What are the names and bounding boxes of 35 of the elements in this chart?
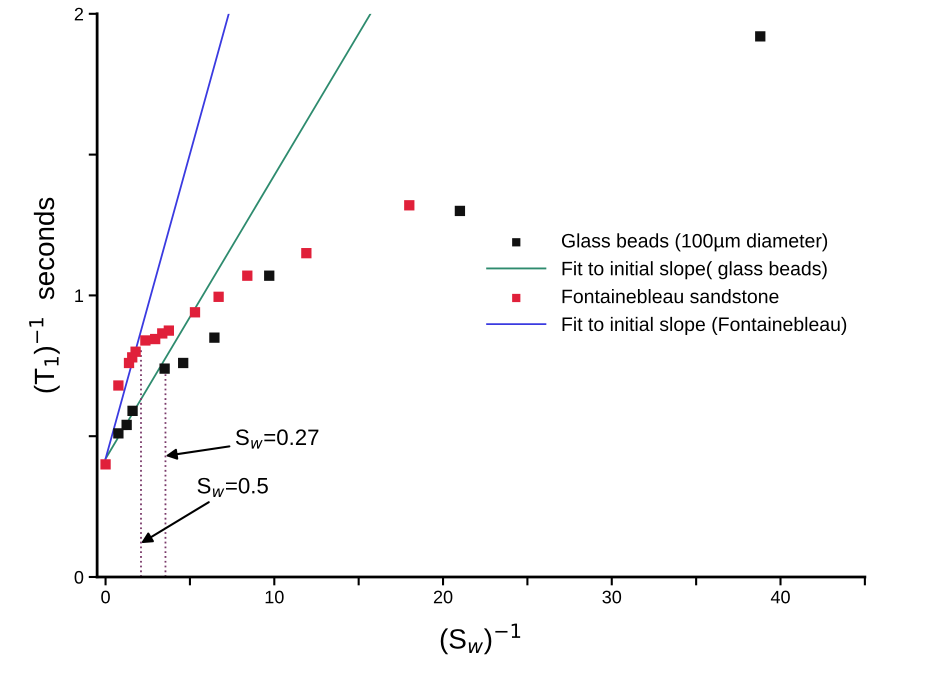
point: [100, 459, 111, 470]
point: [264, 270, 274, 281]
point: [178, 358, 188, 368]
point: [404, 200, 414, 210]
x-axis-title: (S$_{w}$)$^{−1}$: [440, 624, 520, 654]
point: [190, 307, 200, 318]
legend-label: Fontainebleau sandstone: [562, 289, 778, 304]
y-tick-label: 1: [75, 290, 84, 302]
point: [130, 346, 141, 357]
point: [209, 332, 220, 343]
legend-label: Fit to initial slope (Fontainebleau): [562, 316, 846, 335]
y-axis-title: (T$_{1}$)$^{−1}$ seconds: [29, 198, 60, 392]
x-tick-label: 30: [602, 590, 622, 604]
point: [127, 406, 138, 416]
point: [242, 270, 252, 281]
y-tick-label: 2: [74, 8, 84, 20]
point: [755, 31, 766, 42]
point: [122, 420, 132, 430]
point: [113, 428, 124, 439]
legend-label: Fit to initial slope( glass beads): [562, 261, 827, 280]
point: [159, 363, 170, 374]
x-tick-label: 40: [770, 590, 790, 604]
annotation: S$_{w}$=0.5: [198, 478, 268, 497]
point: [301, 248, 312, 258]
y-tick-label: 0: [74, 570, 84, 584]
legend-label: Glass beads (100µm diameter): [562, 233, 828, 252]
point: [454, 206, 466, 216]
point: [140, 335, 151, 346]
point: [164, 325, 174, 336]
x-tick-label: 0: [101, 590, 110, 604]
point: [113, 380, 124, 391]
point: [213, 292, 224, 302]
x-tick-label: 10: [266, 590, 284, 604]
x-tick-label: 20: [434, 590, 452, 604]
annotation: S$_{w}$=0.27: [236, 429, 318, 449]
